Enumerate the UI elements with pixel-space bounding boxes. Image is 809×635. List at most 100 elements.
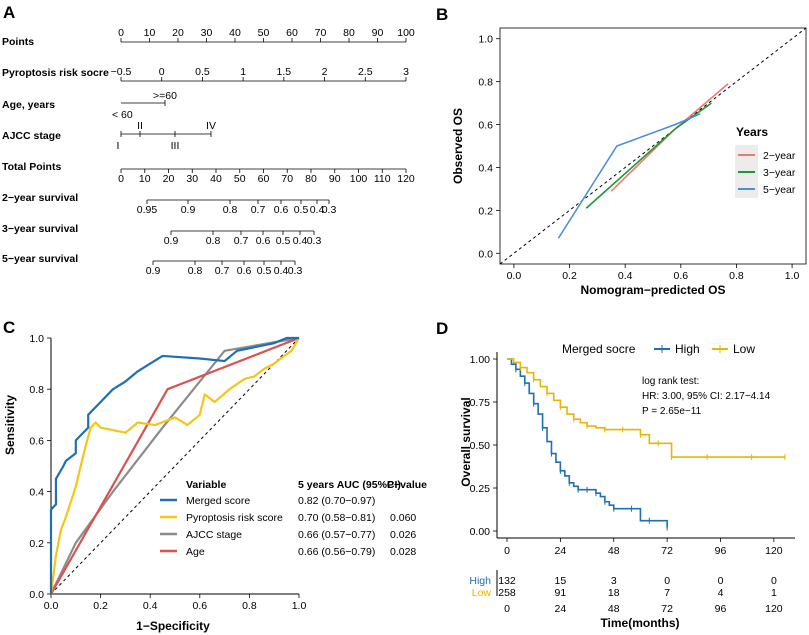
km-risk-x-tick-label: 96 xyxy=(715,603,727,615)
calibration-y-tick-label: 1.0 xyxy=(478,34,493,46)
roc-legend-table: Variable 5 years AUC (95%CI) P−value Mer… xyxy=(160,479,427,558)
calibration-y-tick-label: 0.2 xyxy=(478,205,493,217)
roc-series-pyro xyxy=(49,337,300,595)
total-tick-label: 20 xyxy=(163,173,175,185)
calibration-x-tick-label: 0.0 xyxy=(507,270,522,282)
points-tick-label: 90 xyxy=(372,27,384,39)
km-risk-count: 15 xyxy=(555,575,567,587)
s5-tick-label: 0.7 xyxy=(215,265,230,277)
s2-tick-label: 0.6 xyxy=(274,204,289,216)
row-label-ajcc: AJCC stage xyxy=(2,130,61,142)
roc-legend-variable: AJCC stage xyxy=(186,529,242,541)
km-risk-row-label: High xyxy=(469,575,491,587)
km-risk-count: 132 xyxy=(498,575,516,587)
total-tick-label: 40 xyxy=(210,173,222,185)
s2-tick-label: 0.3 xyxy=(322,204,337,216)
s3-tick-label: 0.8 xyxy=(206,235,221,247)
calibration-y-tick-label: 0.8 xyxy=(478,77,493,89)
total-points-scale: 0 10 20 30 40 50 60 70 80 90 100 110 120 xyxy=(118,168,415,185)
survival-2yr-scale: 0.95 0.9 0.8 0.7 0.6 0.5 0.40.3 xyxy=(137,199,337,216)
s3-tick-label: 0.5 xyxy=(276,235,291,247)
roc-x-label: 1−Specificity xyxy=(136,619,210,633)
km-x-tick-label: 48 xyxy=(608,545,620,557)
total-tick-label: 30 xyxy=(186,173,198,185)
points-tick-label: 70 xyxy=(315,27,327,39)
km-risk-row-label: Low xyxy=(472,587,492,599)
total-tick-label: 80 xyxy=(305,173,317,185)
roc-y-tick-label: 0.0 xyxy=(29,589,44,601)
panel-label-d: D xyxy=(436,319,448,338)
s5-tick-label: 0.6 xyxy=(237,265,252,277)
roc-plot: 0.0 0.2 0.4 0.6 0.8 1.0 0.0 0.2 0.4 0.6 0.8 1.0 1−S… xyxy=(3,333,427,633)
km-legend-label: Low xyxy=(733,342,755,356)
total-tick-label: 60 xyxy=(258,173,270,185)
row-label-3yr: 3−year survival xyxy=(2,223,78,235)
s2-tick-label: 0.5 xyxy=(294,204,309,216)
points-tick-label: 50 xyxy=(258,27,270,39)
points-tick-label: 20 xyxy=(172,27,184,39)
ajcc-label-iv: IV xyxy=(206,120,216,132)
s5-tick-label: 0.4 xyxy=(274,265,289,277)
total-tick-label: 120 xyxy=(397,173,415,185)
total-tick-label: 100 xyxy=(350,173,368,185)
points-tick-label: 40 xyxy=(229,27,241,39)
s5-tick-label: 0.3 xyxy=(288,265,303,277)
roc-legend-auc: 0.82 (0.70−0.97) xyxy=(298,495,375,507)
s2-tick-label: 0.4 xyxy=(310,204,325,216)
s2-tick-label: 0.95 xyxy=(137,204,158,216)
km-x-tick-label: 0 xyxy=(504,545,510,557)
risk-tick-label: −0.5 xyxy=(111,66,132,78)
total-tick-label: 110 xyxy=(374,173,391,185)
roc-x-tick-label: 0.0 xyxy=(44,600,59,612)
roc-header-auc: 5 years AUC (95%CI) xyxy=(298,479,401,491)
calibration-legend-title: Years xyxy=(736,125,768,139)
roc-axes: 0.0 0.2 0.4 0.6 0.8 1.0 0.0 0.2 0.4 0.6 0.8 1.0 xyxy=(29,333,306,612)
roc-legend-auc: 0.70 (0.58−0.81) xyxy=(298,512,375,524)
km-plot: 0 24 48 72 96 120 0.00 0.25 0.50 0.75 1.00 Overall… xyxy=(459,342,795,630)
roc-x-tick-label: 1.0 xyxy=(292,600,307,612)
km-y-tick-label: 0.00 xyxy=(470,526,491,538)
km-x-label: Time(months) xyxy=(600,616,679,630)
roc-legend-auc: 0.66 (0.57−0.77) xyxy=(298,529,375,541)
km-risk-x-tick-label: 72 xyxy=(661,603,673,615)
panel-label-c: C xyxy=(3,318,15,337)
points-tick-label: 30 xyxy=(201,27,213,39)
km-risk-count: 4 xyxy=(718,587,724,599)
km-risk-count: 1 xyxy=(771,587,777,599)
risk-tick-label: 1.5 xyxy=(277,66,292,78)
s3-tick-label: 0.6 xyxy=(256,235,271,247)
roc-y-tick-label: 0.2 xyxy=(29,538,44,550)
risk-tick-label: 0 xyxy=(159,66,165,78)
total-tick-label: 0 xyxy=(118,173,124,185)
calibration-x-tick-label: 1.0 xyxy=(785,270,800,282)
roc-series-ajcc xyxy=(50,336,300,595)
s5-tick-label: 0.8 xyxy=(188,265,203,277)
km-y-tick-label: 0.25 xyxy=(470,483,491,495)
km-x-tick-label: 120 xyxy=(765,545,783,557)
km-annotation-line-1: log rank test: xyxy=(642,376,699,387)
roc-header-variable: Variable xyxy=(186,479,226,491)
risk-tick-label: 1 xyxy=(240,66,246,78)
calibration-x-label: Nomogram−predicted OS xyxy=(580,283,725,297)
roc-legend-variable: Age xyxy=(186,546,205,558)
km-risk-count: 3 xyxy=(611,575,617,587)
s2-tick-label: 0.9 xyxy=(181,204,196,216)
km-risk-count: 18 xyxy=(608,587,620,599)
risk-tick-label: 2.5 xyxy=(358,66,373,78)
row-label-age: Age, years xyxy=(2,99,55,111)
risk-tick-label: 2 xyxy=(322,66,328,78)
calibration-reference-line xyxy=(499,27,807,265)
risk-tick-label: 3 xyxy=(403,66,409,78)
roc-y-label: Sensitivity xyxy=(3,395,17,455)
points-tick-label: 0 xyxy=(118,27,124,39)
row-label-5yr: 5−year survival xyxy=(2,253,78,265)
s5-tick-label: 0.9 xyxy=(146,265,161,277)
roc-series xyxy=(49,336,300,595)
roc-legend-p: 0.060 xyxy=(390,512,416,524)
roc-legend-variable: Pyroptosis risk score xyxy=(186,512,283,524)
km-series xyxy=(507,358,786,531)
calibration-x-tick-label: 0.8 xyxy=(729,270,744,282)
calibration-y-tick-label: 0.4 xyxy=(478,162,493,174)
